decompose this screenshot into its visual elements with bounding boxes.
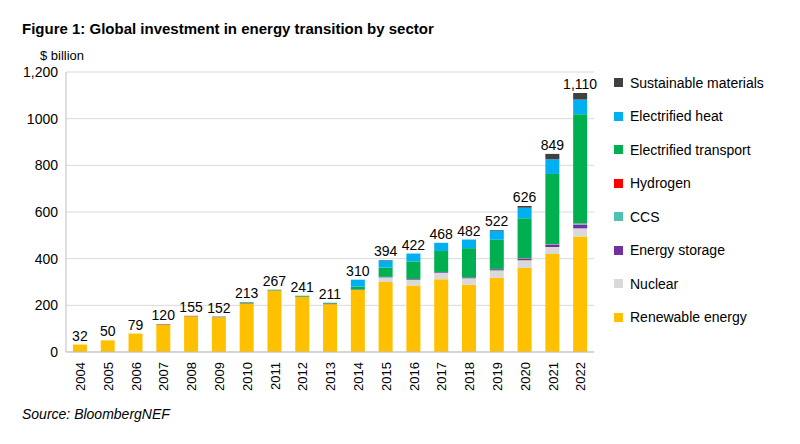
html-text:$ billion: $ billion: [40, 48, 85, 63]
svg-text:2012: 2012: [295, 362, 310, 391]
svg-text:2016: 2016: [407, 362, 422, 391]
svg-text:400: 400: [35, 251, 59, 267]
svg-text:241: 241: [291, 279, 315, 295]
svg-text:2017: 2017: [434, 362, 449, 391]
svg-text:600: 600: [35, 204, 59, 220]
html-text:Electrified heat: Electrified heat: [630, 108, 723, 125]
svg-text:152: 152: [207, 300, 231, 316]
svg-text:2008: 2008: [184, 362, 199, 391]
svg-text:267: 267: [263, 273, 287, 289]
svg-text:310: 310: [346, 263, 370, 279]
html-text:Figure 1: Global investment in: Figure 1: Global investment in energy tr…: [22, 20, 434, 37]
html-text:Nuclear: Nuclear: [630, 275, 679, 292]
html-text:Energy storage: Energy storage: [630, 242, 725, 259]
svg-text:2020: 2020: [518, 362, 533, 391]
svg-text:468: 468: [429, 226, 453, 242]
svg-text:213: 213: [235, 285, 259, 301]
svg-text:522: 522: [485, 213, 509, 229]
svg-text:800: 800: [35, 157, 59, 173]
html-text:Source: BloombergNEF: Source: BloombergNEF: [22, 406, 170, 422]
svg-text:32: 32: [72, 328, 88, 344]
html-text:Hydrogen: Hydrogen: [630, 175, 691, 192]
svg-text:120: 120: [152, 307, 176, 323]
svg-text:1,200: 1,200: [23, 64, 58, 80]
svg-text:2007: 2007: [156, 362, 171, 391]
svg-text:2018: 2018: [462, 362, 477, 391]
svg-text:211: 211: [319, 286, 342, 302]
svg-text:2019: 2019: [490, 362, 505, 391]
svg-text:2014: 2014: [351, 362, 366, 391]
svg-text:79: 79: [128, 317, 144, 333]
html-text:Electrified transport: Electrified transport: [630, 141, 751, 158]
svg-text:2011: 2011: [268, 362, 283, 390]
svg-text:2013: 2013: [323, 362, 338, 391]
html-text:Sustainable materials: Sustainable materials: [630, 74, 764, 91]
svg-text:2005: 2005: [101, 362, 116, 391]
svg-text:482: 482: [457, 223, 481, 239]
svg-text:50: 50: [100, 323, 116, 339]
svg-text:422: 422: [402, 237, 426, 253]
svg-text:626: 626: [513, 189, 537, 205]
svg-text:1,110: 1,110: [563, 76, 597, 92]
svg-text:2022: 2022: [573, 362, 588, 391]
svg-text:0: 0: [50, 344, 58, 360]
svg-text:2015: 2015: [379, 362, 394, 391]
svg-text:394: 394: [374, 243, 398, 259]
html-text:Renewable energy: Renewable energy: [630, 309, 747, 326]
html-text:CCS: CCS: [630, 208, 660, 225]
svg-text:2021: 2021: [546, 362, 561, 391]
svg-text:200: 200: [35, 297, 59, 313]
svg-text:849: 849: [541, 137, 565, 153]
svg-text:2006: 2006: [129, 362, 144, 391]
svg-text:2004: 2004: [73, 362, 88, 391]
svg-text:2009: 2009: [212, 362, 227, 391]
svg-text:155: 155: [179, 299, 203, 315]
svg-text:2010: 2010: [240, 362, 255, 391]
svg-text:1000: 1000: [27, 111, 58, 127]
